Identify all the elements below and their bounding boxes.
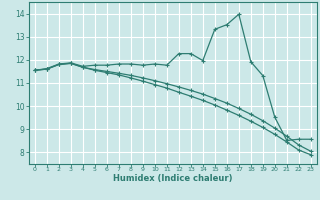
X-axis label: Humidex (Indice chaleur): Humidex (Indice chaleur) [113, 174, 233, 183]
